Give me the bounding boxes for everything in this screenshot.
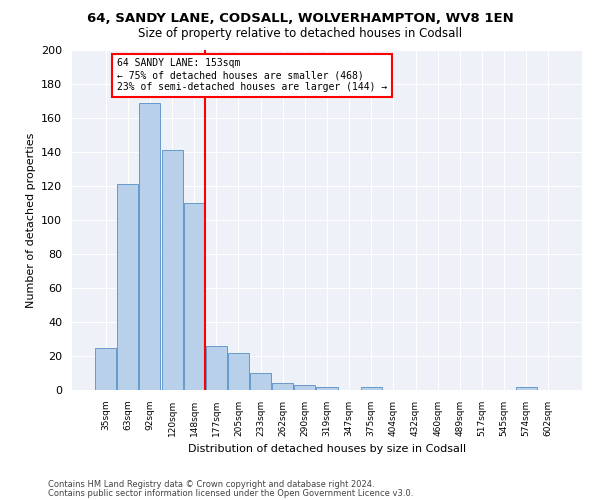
Text: 64, SANDY LANE, CODSALL, WOLVERHAMPTON, WV8 1EN: 64, SANDY LANE, CODSALL, WOLVERHAMPTON, …: [86, 12, 514, 26]
Bar: [515, 386, 536, 390]
Bar: [272, 383, 293, 390]
Text: 64 SANDY LANE: 153sqm
← 75% of detached houses are smaller (468)
23% of semi-det: 64 SANDY LANE: 153sqm ← 75% of detached …: [117, 58, 387, 92]
Bar: [295, 385, 316, 390]
Text: Contains public sector information licensed under the Open Government Licence v3: Contains public sector information licen…: [48, 488, 413, 498]
Bar: [361, 386, 382, 390]
Bar: [184, 203, 205, 390]
Bar: [139, 102, 160, 390]
X-axis label: Distribution of detached houses by size in Codsall: Distribution of detached houses by size …: [188, 444, 466, 454]
Bar: [250, 373, 271, 390]
Bar: [206, 346, 227, 390]
Bar: [95, 348, 116, 390]
Bar: [316, 386, 338, 390]
Text: Contains HM Land Registry data © Crown copyright and database right 2024.: Contains HM Land Registry data © Crown c…: [48, 480, 374, 489]
Bar: [161, 150, 182, 390]
Y-axis label: Number of detached properties: Number of detached properties: [26, 132, 35, 308]
Bar: [118, 184, 139, 390]
Text: Size of property relative to detached houses in Codsall: Size of property relative to detached ho…: [138, 28, 462, 40]
Bar: [228, 352, 249, 390]
